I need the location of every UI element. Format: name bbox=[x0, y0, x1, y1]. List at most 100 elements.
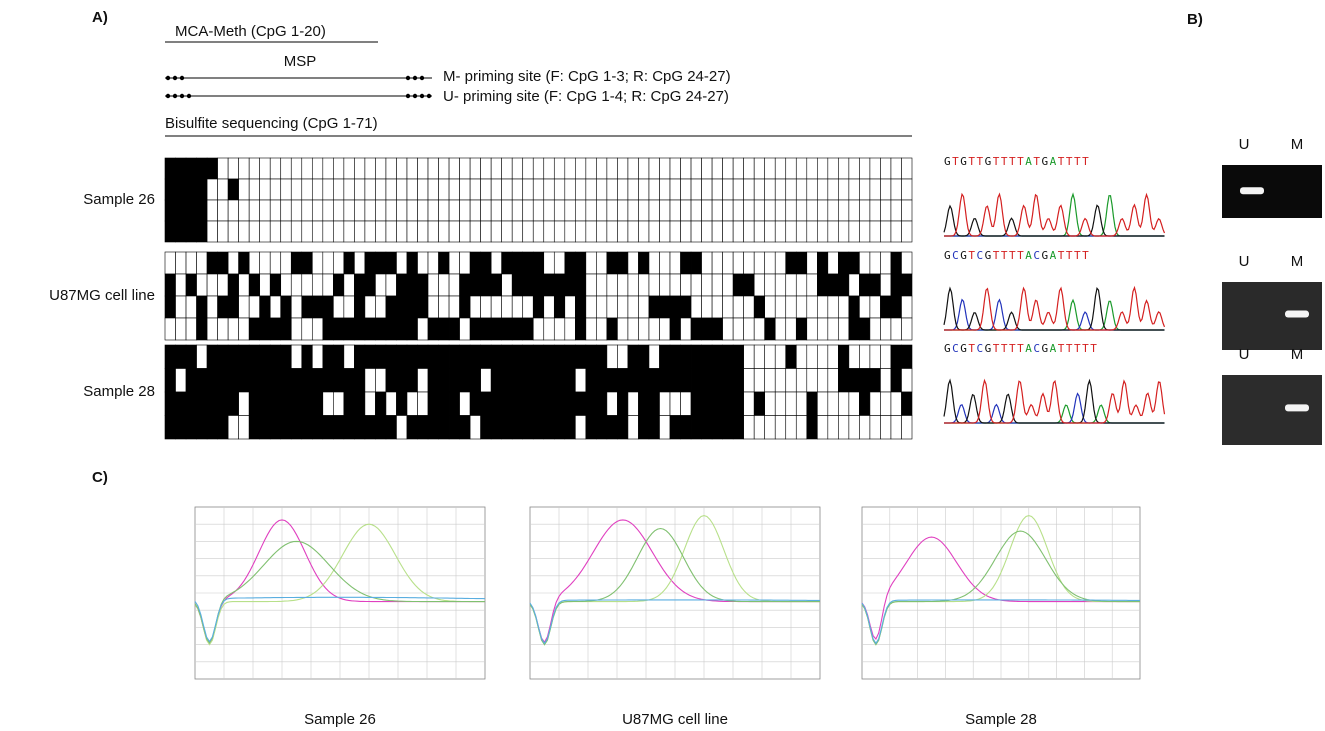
cpg-cell bbox=[795, 273, 808, 297]
cpg-cell bbox=[785, 344, 797, 369]
cpg-cell bbox=[185, 344, 197, 369]
cpg-cell bbox=[901, 295, 913, 319]
cpg-cell bbox=[753, 344, 766, 369]
cpg-cell bbox=[532, 295, 545, 319]
cpg-cell bbox=[638, 251, 650, 275]
cpg-cell bbox=[753, 178, 766, 201]
cpg-cell bbox=[869, 415, 881, 440]
cpg-cell bbox=[259, 344, 271, 369]
cpg-cell bbox=[838, 251, 850, 275]
cpg-cell bbox=[227, 368, 239, 393]
cpg-cell bbox=[438, 317, 450, 341]
cpg-cell bbox=[869, 391, 881, 416]
m-priming-label: M- priming site (F: CpG 1-3; R: CpG 24-2… bbox=[443, 68, 731, 85]
cpg-cell bbox=[753, 251, 766, 275]
cpg-cell bbox=[869, 295, 881, 319]
cpg-cell bbox=[375, 273, 387, 297]
cpg-cell bbox=[196, 391, 208, 416]
cpg-cell bbox=[417, 295, 429, 319]
cpg-cell bbox=[196, 415, 208, 440]
cpg-cell bbox=[774, 368, 787, 393]
cpg-cell bbox=[364, 317, 376, 341]
cpg-cell bbox=[659, 295, 671, 319]
cpg-cell bbox=[164, 317, 176, 341]
cpg-cell bbox=[669, 178, 681, 201]
cpg-cell bbox=[480, 344, 492, 369]
cpg-cell bbox=[427, 220, 439, 243]
cpg-cell bbox=[806, 251, 818, 275]
cpg-cell bbox=[564, 157, 576, 180]
cpg-dot bbox=[165, 75, 171, 81]
cpg-dot bbox=[186, 93, 192, 99]
cpg-cell bbox=[511, 317, 524, 341]
cpg-cell bbox=[469, 391, 481, 416]
cpg-cell bbox=[311, 251, 324, 275]
cpg-cell bbox=[690, 220, 702, 243]
cpg-cell bbox=[848, 344, 860, 369]
cpg-cell bbox=[354, 344, 366, 369]
cpg-cell bbox=[701, 368, 713, 393]
cpg-cell bbox=[575, 317, 587, 341]
cpg-cell bbox=[859, 295, 871, 319]
cpg-cell bbox=[585, 295, 597, 319]
base: T bbox=[1058, 155, 1066, 168]
cpg-cell bbox=[385, 199, 397, 222]
cpg-cell bbox=[880, 391, 892, 416]
cpg-cell bbox=[659, 317, 671, 341]
cpg-cell bbox=[795, 220, 808, 243]
cpg-cell bbox=[701, 317, 713, 341]
cpg-cell bbox=[722, 157, 734, 180]
cpg-cell bbox=[333, 391, 345, 416]
cpg-cell bbox=[880, 368, 892, 393]
cpg-cell bbox=[343, 178, 355, 201]
cpg-cell bbox=[385, 220, 397, 243]
cpg-cell bbox=[806, 344, 818, 369]
cpg-cell bbox=[448, 295, 460, 319]
cpg-cell bbox=[438, 251, 450, 275]
cpg-cell bbox=[732, 251, 744, 275]
cpg-cell bbox=[627, 199, 639, 222]
cpg-cell bbox=[311, 157, 324, 180]
cpg-cell bbox=[501, 317, 513, 341]
base: G bbox=[985, 249, 993, 262]
cpg-cell bbox=[669, 157, 681, 180]
cpg-cell bbox=[396, 178, 408, 201]
cpg-cell bbox=[196, 317, 208, 341]
cpg-cell bbox=[785, 273, 797, 297]
cpg-cell bbox=[185, 157, 197, 180]
cpg-cell bbox=[806, 391, 818, 416]
cpg-cell bbox=[901, 251, 913, 275]
cpg-cell bbox=[522, 251, 534, 275]
cpg-cell bbox=[175, 251, 187, 275]
cpg-dot bbox=[426, 93, 432, 99]
cpg-cell bbox=[164, 391, 176, 416]
cpg-cell bbox=[575, 273, 587, 297]
cpg-cell bbox=[743, 295, 755, 319]
cpg-cell bbox=[806, 199, 818, 222]
cpg-cell bbox=[448, 344, 460, 369]
cpg-cell bbox=[385, 344, 397, 369]
cpg-cell bbox=[532, 344, 545, 369]
cpg-cell bbox=[669, 317, 681, 341]
cpg-cell bbox=[333, 415, 345, 440]
cpg-cell bbox=[680, 251, 692, 275]
cpg-cell bbox=[501, 344, 513, 369]
cpg-cell bbox=[838, 273, 850, 297]
base: T bbox=[968, 249, 976, 262]
cpg-cell bbox=[869, 199, 881, 222]
cpg-cell bbox=[248, 344, 260, 369]
cpg-cell bbox=[469, 344, 481, 369]
cpg-cell bbox=[417, 157, 429, 180]
cpg-cell bbox=[743, 391, 755, 416]
cpg-cell bbox=[238, 344, 250, 369]
cpg-cell bbox=[280, 295, 292, 319]
cpg-cell bbox=[585, 251, 597, 275]
cpg-cell bbox=[669, 368, 681, 393]
cpg-cell bbox=[785, 415, 797, 440]
cpg-cell bbox=[575, 344, 587, 369]
cpg-cell bbox=[901, 415, 913, 440]
cpg-cell bbox=[859, 178, 871, 201]
cpg-cell bbox=[343, 220, 355, 243]
cpg-cell bbox=[901, 157, 913, 180]
cpg-cell bbox=[817, 368, 829, 393]
